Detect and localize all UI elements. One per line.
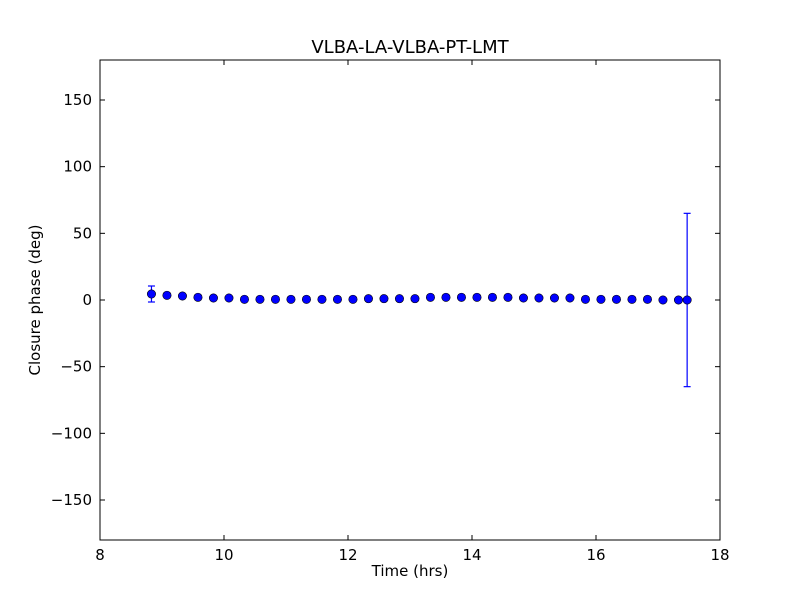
data-point (224, 293, 234, 303)
data-point (301, 294, 311, 304)
data-point (441, 292, 451, 302)
x-axis-label: Time (hrs) (371, 562, 449, 580)
x-tick-label: 8 (95, 546, 105, 564)
x-tick-label: 12 (338, 546, 357, 564)
data-point (611, 294, 621, 304)
data-point (487, 292, 497, 302)
data-point (627, 294, 637, 304)
data-point (410, 294, 420, 304)
data-point (286, 294, 296, 304)
y-tick-label: −150 (51, 491, 92, 509)
data-point (208, 293, 218, 303)
y-tick-label: −100 (51, 424, 92, 442)
data-point (177, 291, 187, 301)
data-point (596, 294, 606, 304)
y-tick-label: 50 (73, 224, 92, 242)
data-point (394, 294, 404, 304)
x-tick-label: 16 (586, 546, 605, 564)
data-point (425, 292, 435, 302)
plot-frame (99, 59, 721, 541)
x-tick-label: 18 (710, 546, 729, 564)
data-points (146, 289, 692, 305)
data-point (673, 295, 683, 305)
data-point (379, 294, 389, 304)
data-point (255, 294, 265, 304)
data-point (682, 295, 692, 305)
x-tick-label: 10 (214, 546, 233, 564)
data-point (270, 294, 280, 304)
data-point (472, 292, 482, 302)
data-point (565, 293, 575, 303)
data-point (146, 289, 156, 299)
data-point (503, 292, 513, 302)
data-point (239, 294, 249, 304)
data-point (348, 294, 358, 304)
y-axis: −150 −100 −50 0 50 100 150 (51, 91, 720, 509)
data-point (363, 294, 373, 304)
data-point (518, 293, 528, 303)
data-point (332, 294, 342, 304)
x-axis: 8 10 12 14 16 18 (95, 60, 730, 564)
y-tick-label: 0 (82, 291, 92, 309)
data-point (456, 292, 466, 302)
chart-title: VLBA-LA-VLBA-PT-LMT (311, 37, 509, 58)
data-point (580, 294, 590, 304)
y-tick-label: 150 (63, 91, 92, 109)
data-point (162, 290, 172, 300)
data-point (549, 293, 559, 303)
data-point (642, 294, 652, 304)
data-point (534, 293, 544, 303)
x-tick-label: 14 (462, 546, 481, 564)
y-axis-label: Closure phase (deg) (26, 225, 44, 376)
data-point (658, 295, 668, 305)
data-point (193, 292, 203, 302)
data-point (317, 294, 327, 304)
y-tick-label: −50 (60, 358, 92, 376)
y-tick-label: 100 (63, 158, 92, 176)
